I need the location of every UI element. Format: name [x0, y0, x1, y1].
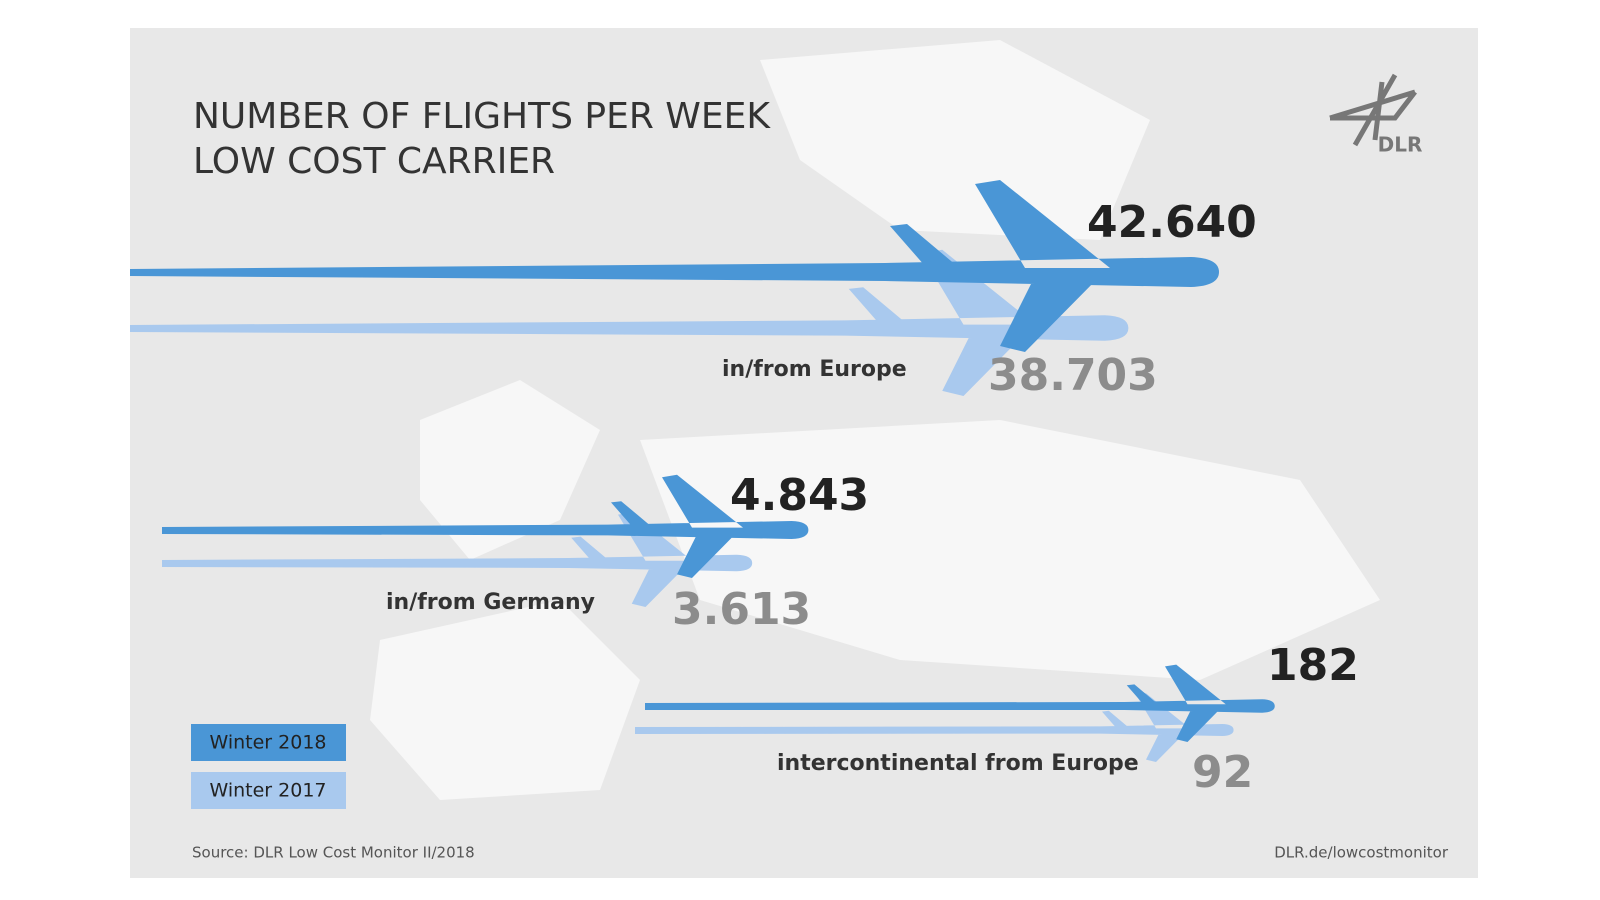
- plane: [162, 512, 753, 607]
- plane-body: [608, 474, 809, 578]
- category-label: intercontinental from Europe: [777, 751, 1139, 776]
- plane-body: [568, 512, 753, 607]
- plane-body: [885, 180, 1219, 352]
- contrail: [162, 524, 608, 536]
- legend-swatch: [191, 724, 346, 761]
- title: NUMBER OF FLIGHTS PER WEEK: [193, 96, 771, 137]
- subtitle: LOW COST CARRIER: [193, 141, 555, 182]
- logo-mark: [1329, 73, 1417, 147]
- plane: [635, 693, 1234, 762]
- logo: DLR: [1329, 73, 1423, 157]
- legend-label: Winter 2017: [209, 780, 326, 802]
- contrail: [162, 558, 569, 568]
- value-label: 182: [1267, 640, 1359, 691]
- legend-label: Winter 2018: [209, 732, 326, 754]
- contrail: [645, 701, 1125, 711]
- plane-body: [1124, 664, 1275, 742]
- value-label: 3.613: [672, 584, 811, 635]
- plane: [130, 180, 1219, 352]
- contrail: [130, 320, 845, 336]
- source: Source: DLR Low Cost Monitor II/2018: [192, 844, 475, 862]
- link: DLR.de/lowcostmonitor: [1274, 844, 1449, 862]
- plane: [645, 664, 1275, 742]
- logo-text: DLR: [1378, 133, 1423, 157]
- map-hint: [370, 40, 1380, 800]
- plane-body: [844, 249, 1129, 396]
- plane-body: [1100, 693, 1234, 762]
- plane: [130, 249, 1129, 396]
- value-label: 92: [1192, 747, 1253, 798]
- category-label: in/from Europe: [722, 357, 907, 382]
- value-label: 4.843: [730, 470, 869, 521]
- value-label: 42.640: [1087, 197, 1257, 248]
- value-label: 38.703: [988, 350, 1158, 401]
- category-label: in/from Germany: [386, 590, 595, 615]
- legend-swatch: [191, 772, 346, 809]
- contrail: [130, 263, 885, 281]
- contrail: [635, 726, 1100, 734]
- plane: [162, 474, 809, 578]
